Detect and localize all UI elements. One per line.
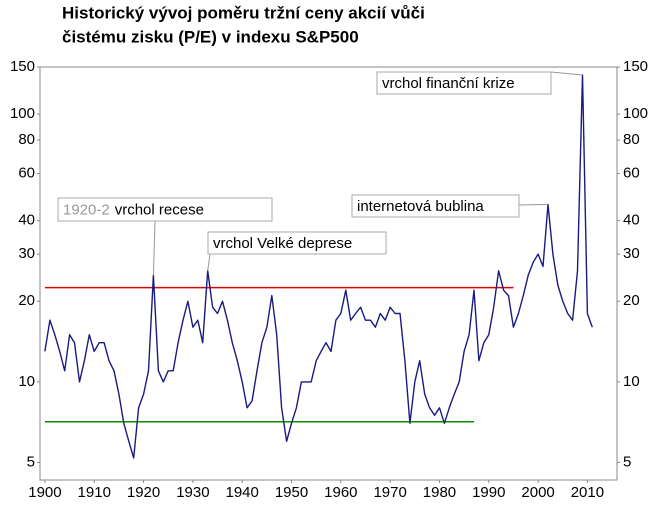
annotation-text: internetová bublina xyxy=(357,198,484,215)
x-tick-label: 2000 xyxy=(521,484,554,501)
y2-tick-label: 100 xyxy=(623,105,648,122)
y-tick-label: 20 xyxy=(18,292,35,309)
x-tick-label: 1990 xyxy=(472,484,505,501)
annotation-leader xyxy=(152,220,156,276)
annotation-label: vrchol finanční krize xyxy=(382,75,515,92)
annotation-box xyxy=(376,71,552,95)
annotation-label: 1920-2 vrchol recese xyxy=(63,201,204,218)
x-tick-label: 1920 xyxy=(127,484,160,501)
x-tick-label: 2010 xyxy=(571,484,604,501)
y-tick-label: 10 xyxy=(18,373,35,390)
annotation-box xyxy=(57,197,273,222)
y-tick-label: 80 xyxy=(18,131,35,148)
chart-title: čistému zisku (P/E) v indexu S&P500 xyxy=(62,27,359,46)
x-tick-label: 1940 xyxy=(226,484,259,501)
y-tick-label: 30 xyxy=(18,245,35,262)
x-tick-label: 1900 xyxy=(28,484,61,501)
x-tick-label: 1910 xyxy=(78,484,111,501)
x-tick-label: 1960 xyxy=(324,484,357,501)
y-tick-label: 60 xyxy=(18,165,35,182)
plot-frame xyxy=(39,66,618,481)
annotation-label: vrchol Velké deprese xyxy=(213,235,352,252)
annotation-text: vrchol finanční krize xyxy=(382,75,515,92)
annotation-leader xyxy=(518,203,548,206)
pe-line xyxy=(44,74,593,459)
y-tick-label: 40 xyxy=(18,212,35,229)
y2-tick-label: 30 xyxy=(623,245,640,262)
x-tick-label: 1980 xyxy=(423,484,456,501)
y-tick-label: 150 xyxy=(10,58,35,75)
annotation-prefix: 1920-2 xyxy=(63,201,110,218)
y2-tick-label: 150 xyxy=(623,58,648,75)
chart-title: Historický vývoj poměru tržní ceny akcií… xyxy=(62,3,425,22)
x-tick-label: 1950 xyxy=(275,484,308,501)
y2-tick-label: 60 xyxy=(623,165,640,182)
annotation-leader xyxy=(550,71,583,76)
y2-tick-label: 40 xyxy=(623,212,640,229)
y2-tick-label: 20 xyxy=(623,292,640,309)
annotation-text: vrchol Velké deprese xyxy=(213,235,352,252)
x-tick-label: 1970 xyxy=(373,484,406,501)
annotation-leader xyxy=(207,253,211,271)
annotation-box xyxy=(207,231,387,255)
y2-tick-label: 10 xyxy=(623,373,640,390)
annotation-text: vrchol recese xyxy=(115,201,204,218)
y2-tick-label: 80 xyxy=(623,131,640,148)
annotation-label: internetová bublina xyxy=(357,198,484,215)
x-tick-label: 1930 xyxy=(176,484,209,501)
y-tick-label: 100 xyxy=(10,105,35,122)
y2-tick-label: 5 xyxy=(623,453,631,470)
y-tick-label: 5 xyxy=(27,453,35,470)
annotation-box xyxy=(351,194,520,218)
